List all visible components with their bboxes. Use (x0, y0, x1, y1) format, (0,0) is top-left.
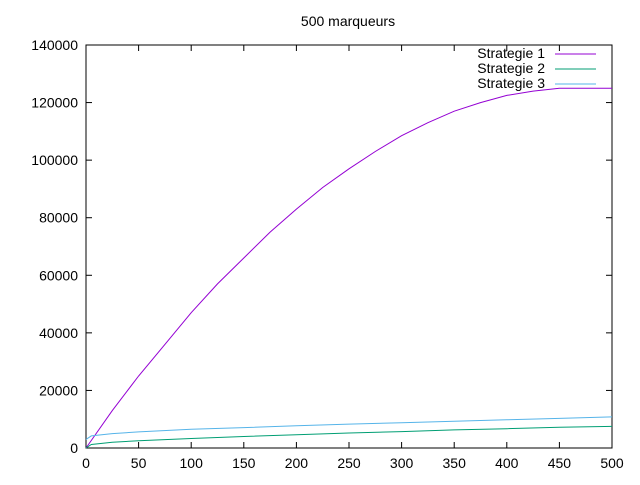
y-tick-label: 140000 (31, 37, 78, 53)
x-tick-label: 250 (337, 455, 361, 471)
x-tick-label: 100 (180, 455, 204, 471)
x-tick-label: 500 (600, 455, 624, 471)
y-tick-label: 40000 (39, 325, 78, 341)
series-line-3 (85, 416, 613, 440)
y-tick-label: 80000 (39, 210, 78, 226)
y-tick-label: 100000 (31, 152, 78, 168)
x-tick-label: 400 (495, 455, 519, 471)
y-axis: 0 20000 40000 60000 80000 100000 120000 140000 (31, 37, 612, 456)
plot-frame (85, 44, 613, 449)
legend-label: Strategie 1 (477, 45, 545, 61)
x-tick-label: 50 (131, 455, 147, 471)
chart-title: 500 marqueurs (301, 13, 395, 29)
y-tick-label: 0 (70, 440, 78, 456)
x-tick-label: 350 (443, 455, 467, 471)
x-tick-label: 300 (390, 455, 414, 471)
x-tick-label: 0 (82, 455, 90, 471)
y-tick-label: 20000 (39, 382, 78, 398)
legend-label: Strategie 3 (477, 75, 545, 91)
series-line-1 (85, 87, 612, 449)
x-axis: 0 50 100 150 200 250 300 350 400 450 500 (82, 45, 624, 471)
series-line-2 (85, 425, 613, 449)
x-tick-label: 150 (232, 455, 256, 471)
y-tick-label: 120000 (31, 95, 78, 111)
x-tick-label: 450 (548, 455, 572, 471)
y-tick-label: 60000 (39, 267, 78, 283)
legend-label: Strategie 2 (477, 60, 545, 76)
series-lines (85, 87, 613, 449)
x-tick-label: 200 (285, 455, 309, 471)
